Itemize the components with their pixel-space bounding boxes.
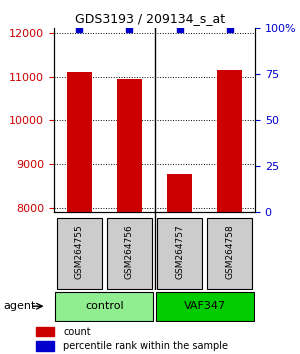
Text: GDS3193 / 209134_s_at: GDS3193 / 209134_s_at [75, 12, 225, 25]
FancyBboxPatch shape [207, 218, 253, 289]
Text: GSM264758: GSM264758 [225, 224, 234, 279]
Text: GSM264756: GSM264756 [125, 224, 134, 279]
Bar [36, 327, 54, 336]
Text: VAF347: VAF347 [184, 301, 226, 311]
Text: GSM264757: GSM264757 [175, 224, 184, 279]
FancyBboxPatch shape [155, 292, 254, 321]
Text: control: control [85, 301, 124, 311]
Text: count: count [63, 327, 91, 337]
FancyBboxPatch shape [107, 218, 152, 289]
Bar [36, 341, 54, 351]
FancyBboxPatch shape [55, 292, 154, 321]
Bar [217, 70, 242, 212]
Bar [167, 174, 192, 212]
FancyBboxPatch shape [157, 218, 202, 289]
Text: percentile rank within the sample: percentile rank within the sample [63, 341, 228, 351]
Bar [67, 72, 92, 212]
Text: agent: agent [3, 301, 35, 311]
Text: GSM264755: GSM264755 [75, 224, 84, 279]
FancyBboxPatch shape [56, 218, 102, 289]
Bar [117, 79, 142, 212]
